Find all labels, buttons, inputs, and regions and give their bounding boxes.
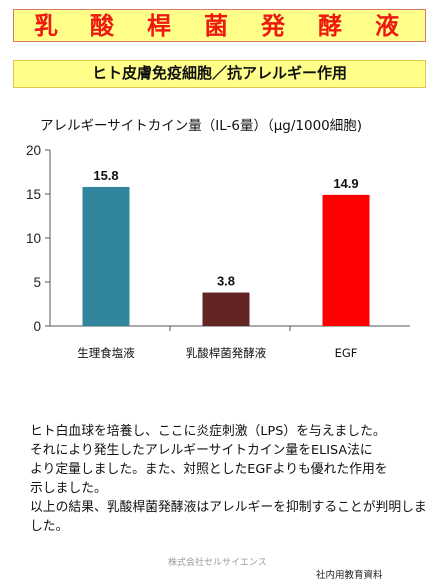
y-tick-label: 15 [26,187,41,202]
x-category-label: 乳酸桿菌発酵液 [186,346,267,360]
description-line: 示しました。 [30,481,107,496]
title-banner: 乳 酸 桿 菌 発 酵 液 [13,9,426,42]
x-category-label: 生理食塩液 [77,346,135,360]
description: ヒト白血球を培養し、ここに炎症刺激（LPS）を与えました。 それにより発生したア… [30,422,430,536]
description-line: それにより発生したアレルギーサイトカイン量をELISA法に [30,443,373,458]
y-tick-label: 0 [33,319,41,334]
bar [322,194,370,326]
y-tick-label: 10 [26,231,41,246]
title-char: 発 [261,12,285,40]
title-char: 液 [375,12,399,40]
bar-value-label: 14.9 [333,176,358,191]
title-char: 酵 [318,12,342,40]
description-line: より定量しました。また、対照としたEGFよりも優れた作用を [30,462,388,477]
bar-chart: 0 5 10 15 20 15.8 生理食塩液 3.8 乳酸桿菌発酵液 14.9 EGF [26,143,410,360]
bar [82,186,130,326]
y-tick-label: 20 [26,143,41,158]
title-char: 桿 [147,12,171,40]
title-char: 菌 [204,12,228,40]
title-char: 乳 [34,12,58,40]
chart-title: アレルギーサイトカイン量（IL-6量）（μg/1000細胞) [40,118,363,134]
footnote: 社内用教育資料 [316,570,383,581]
y-tick-label: 5 [33,275,41,290]
x-category-label: EGF [335,346,358,360]
bar [202,292,250,326]
description-line: 以上の結果、乳酸桿菌発酵液はアレルギーを抑制することが判明しました。 [30,500,427,534]
title-char: 酸 [90,12,114,40]
subtitle: ヒト皮膚免疫細胞／抗アレルギー作用 [13,60,426,88]
bar-value-label: 3.8 [217,274,235,289]
company-name: 株式会社セルサイエンス [168,558,267,568]
bar-value-label: 15.8 [93,168,118,183]
description-line: ヒト白血球を培養し、ここに炎症刺激（LPS）を与えました。 [30,424,386,439]
